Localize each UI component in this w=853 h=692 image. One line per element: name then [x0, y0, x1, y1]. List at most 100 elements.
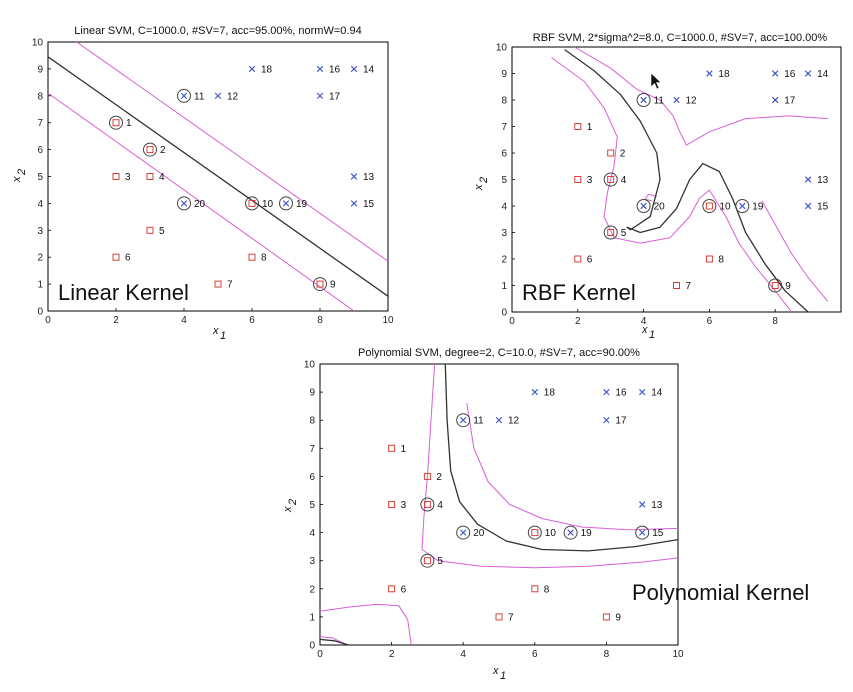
linear-margin-line-2 [48, 92, 355, 311]
linear-ytick-label: 6 [37, 145, 43, 156]
linear-point-16: 16 [316, 64, 341, 75]
poly-square-marker [423, 472, 431, 480]
poly-point-19: 19 [563, 525, 592, 540]
rbf-point-label: 6 [587, 255, 593, 266]
rbf-point-label: 2 [620, 149, 626, 160]
rbf-plot-area [511, 46, 842, 313]
linear-point-13: 13 [350, 172, 375, 183]
linear-ytick-label: 3 [37, 226, 43, 237]
linear-point-9: 9 [313, 277, 336, 292]
poly-point-13: 13 [639, 500, 663, 511]
linear-square-marker [112, 119, 120, 127]
rbf-point-label: 9 [785, 281, 791, 292]
rbf-square-marker [574, 176, 582, 183]
poly-support-vector-ring [456, 525, 471, 540]
rbf-point-11: 11 [636, 93, 664, 107]
linear-y-axis-label: x 2 [11, 169, 28, 183]
poly-square-marker [602, 613, 610, 621]
linear-cross-marker [316, 92, 324, 99]
poly-cross-marker [460, 529, 467, 536]
linear-point-label: 16 [329, 64, 341, 75]
rbf-point-7: 7 [673, 281, 692, 292]
rbf-point-10: 10 [702, 199, 731, 213]
poly-point-17: 17 [603, 416, 627, 427]
linear-cross-marker [214, 92, 222, 99]
poly-margin-line-1 [421, 364, 678, 569]
poly-square-marker [388, 501, 396, 508]
poly-point-label: 12 [508, 416, 520, 427]
poly-margin-line-2 [466, 403, 678, 531]
rbf-point-label: 5 [621, 228, 627, 239]
rbf-x-axis-label: x 1 [641, 324, 655, 341]
poly-kernel-label: Polynomial Kernel [632, 580, 809, 605]
linear-margin-line-1 [75, 42, 388, 262]
rbf-point-label: 10 [719, 202, 731, 213]
linear-point-12: 12 [214, 91, 239, 102]
linear-point-label: 9 [330, 280, 336, 291]
poly-xtick-label: 0 [317, 649, 323, 660]
rbf-ytick-label: 4 [501, 202, 507, 213]
rbf-ylabel: x [473, 184, 485, 191]
rbf-square-marker [771, 282, 779, 289]
poly-point-label: 18 [544, 388, 556, 399]
rbf-square-marker [705, 255, 713, 263]
poly-ytick-label: 9 [309, 388, 315, 399]
poly-point-label: 9 [615, 612, 621, 623]
linear-support-vector-ring [177, 88, 191, 103]
rbf-ytick-label: 7 [501, 122, 507, 133]
poly-square-marker [388, 585, 396, 593]
rbf-margin-line-3 [644, 193, 657, 202]
rbf-cross-marker [640, 202, 647, 210]
poly-square-marker [388, 444, 396, 452]
linear-ytick-label: 9 [37, 64, 43, 75]
linear-support-vector-ring [279, 196, 293, 211]
rbf-support-vector-ring [735, 199, 750, 213]
linear-decision-boundary [48, 56, 388, 297]
rbf-point-9: 9 [768, 278, 791, 293]
poly-point-label: 11 [473, 416, 484, 427]
rbf-support-vector-ring [768, 278, 783, 293]
rbf-point-label: 7 [686, 281, 692, 292]
linear-point-11: 11 [177, 88, 205, 103]
linear-ytick-label: 8 [37, 91, 43, 102]
linear-point-6: 6 [112, 253, 131, 264]
linear-point-label: 3 [125, 172, 131, 183]
poly-point-6: 6 [388, 584, 407, 595]
rbf-point-label: 15 [817, 202, 829, 213]
linear-point-label: 8 [261, 253, 267, 264]
linear-point-17: 17 [316, 91, 341, 102]
linear-square-marker [316, 280, 324, 288]
rbf-point-label: 14 [817, 69, 829, 80]
poly-y-axis-label: x 2 [282, 499, 299, 513]
rbf-ytick-label: 5 [501, 175, 507, 186]
rbf-point-14: 14 [804, 69, 829, 80]
linear-square-marker [248, 199, 256, 207]
rbf-cross-marker [640, 96, 647, 104]
poly-square-marker [423, 557, 431, 565]
poly-ylabel: x [282, 506, 294, 513]
poly-point-label: 10 [545, 528, 557, 539]
rbf-point-1: 1 [574, 122, 593, 133]
rbf-square-marker [607, 176, 615, 183]
poly-ytick-label: 2 [309, 584, 315, 595]
linear-square-marker [248, 253, 256, 261]
linear-point-7: 7 [214, 280, 233, 291]
linear-point-8: 8 [248, 253, 267, 264]
rbf-cross-marker [706, 70, 713, 77]
rbf-xlabel-sub: 1 [649, 329, 655, 341]
poly-cross-marker [567, 529, 574, 536]
poly-square-marker [531, 585, 539, 593]
rbf-point-label: 18 [718, 69, 730, 80]
rbf-ytick-label: 3 [501, 228, 507, 239]
poly-ytick-label: 7 [309, 444, 315, 455]
linear-point-label: 15 [363, 199, 375, 210]
linear-x-axis-label: x 1 [212, 325, 226, 342]
linear-point-label: 12 [227, 91, 239, 102]
mouse-cursor-icon [650, 72, 662, 90]
rbf-point-label: 13 [817, 175, 829, 186]
poly-point-18: 18 [531, 388, 556, 399]
linear-square-marker [214, 280, 222, 288]
